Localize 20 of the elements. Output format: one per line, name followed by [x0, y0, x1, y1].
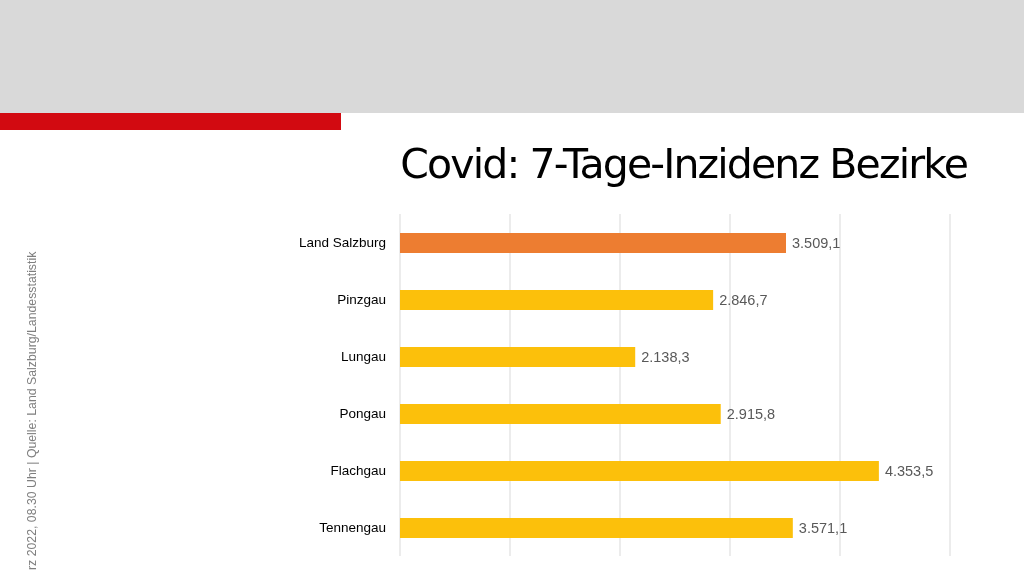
- y-tick-label: Pongau: [339, 406, 386, 422]
- y-tick-label: Pinzgau: [337, 292, 386, 308]
- bar: [400, 290, 714, 310]
- y-tick-label: Flachgau: [330, 463, 386, 479]
- bar: [400, 347, 636, 367]
- data-label: 2.138,3: [641, 349, 690, 366]
- bar: [400, 461, 879, 481]
- bar: [400, 518, 793, 538]
- y-tick-label: Land Salzburg: [298, 235, 386, 251]
- chart-title: Covid: 7-Tage-Inzidenz Bezirke: [400, 140, 967, 188]
- y-tick-label: Tennengau: [319, 520, 386, 536]
- data-label: 2.846,7: [719, 292, 768, 309]
- data-label: 2.915,8: [726, 406, 776, 423]
- data-label: 4.353,5: [884, 463, 934, 480]
- data-label: 3.571,1: [798, 520, 848, 537]
- bar: [400, 233, 786, 253]
- y-tick-label: Lungau: [340, 349, 386, 365]
- text: rz 2022, 08.30 Uhr | Quelle: Land Salzburg/Landesstatistik: [25, 251, 39, 570]
- data-label: 3.509,1: [792, 235, 841, 252]
- bar: [400, 404, 721, 424]
